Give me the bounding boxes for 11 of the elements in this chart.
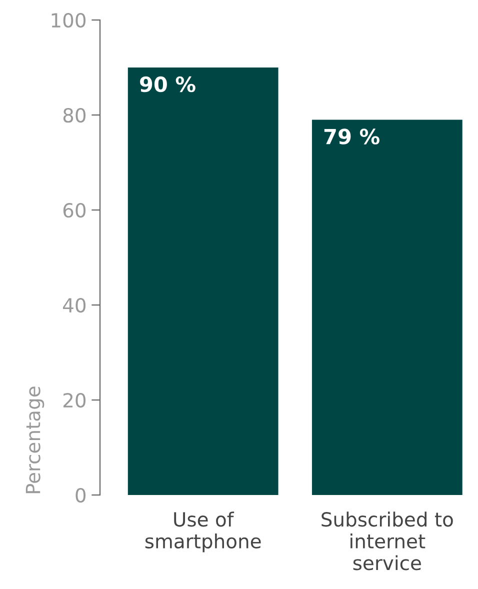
x-tick-label: Use of smartphone	[145, 512, 261, 552]
y-tick-label: 40	[63, 298, 86, 313]
data-label: 90 %	[140, 76, 196, 92]
data-label: 79 %	[324, 128, 380, 144]
x-tick-label: Subscribed to internet service	[322, 512, 453, 570]
y-tick-label: 0	[76, 488, 86, 503]
y-tick-label: 60	[63, 202, 86, 218]
y-axis-title: Percentage	[26, 386, 44, 494]
y-tick-label: 80	[63, 108, 86, 123]
y-tick-label: 20	[63, 392, 86, 408]
y-tick-label: 100	[52, 12, 86, 28]
